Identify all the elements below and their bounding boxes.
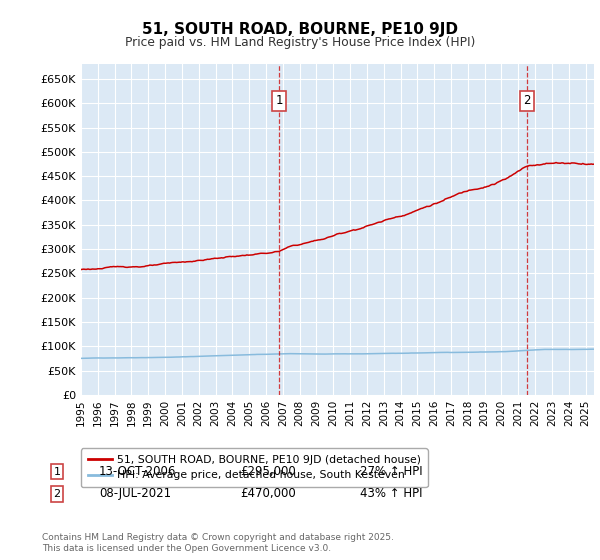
Text: 08-JUL-2021: 08-JUL-2021 [99, 487, 171, 501]
Text: Contains HM Land Registry data © Crown copyright and database right 2025.
This d: Contains HM Land Registry data © Crown c… [42, 533, 394, 553]
Text: £470,000: £470,000 [240, 487, 296, 501]
Text: 27% ↑ HPI: 27% ↑ HPI [360, 465, 422, 478]
Text: £295,000: £295,000 [240, 465, 296, 478]
Text: 1: 1 [53, 466, 61, 477]
Text: 2: 2 [523, 94, 531, 108]
Text: 13-OCT-2006: 13-OCT-2006 [99, 465, 176, 478]
Text: 51, SOUTH ROAD, BOURNE, PE10 9JD: 51, SOUTH ROAD, BOURNE, PE10 9JD [142, 22, 458, 38]
Text: Price paid vs. HM Land Registry's House Price Index (HPI): Price paid vs. HM Land Registry's House … [125, 36, 475, 49]
Text: 43% ↑ HPI: 43% ↑ HPI [360, 487, 422, 501]
Legend: 51, SOUTH ROAD, BOURNE, PE10 9JD (detached house), HPI: Average price, detached : 51, SOUTH ROAD, BOURNE, PE10 9JD (detach… [81, 449, 428, 487]
Text: 2: 2 [53, 489, 61, 499]
Text: 1: 1 [275, 94, 283, 108]
